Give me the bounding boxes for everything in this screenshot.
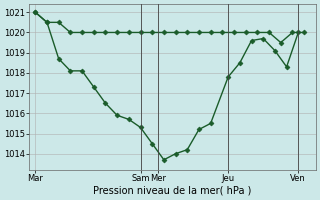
X-axis label: Pression niveau de la mer( hPa ): Pression niveau de la mer( hPa ) xyxy=(93,186,252,196)
